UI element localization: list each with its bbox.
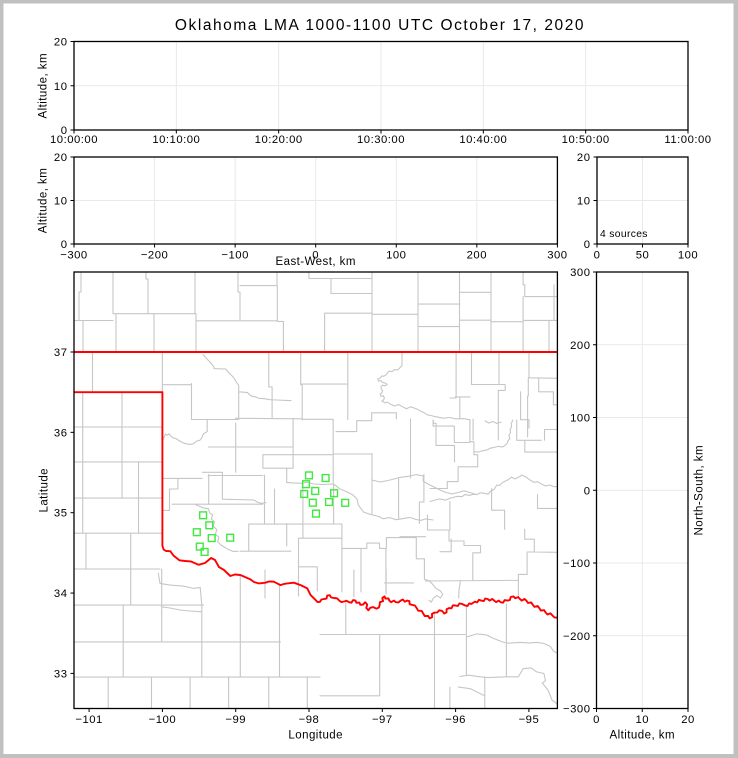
- svg-text:11:00:00: 11:00:00: [664, 134, 711, 146]
- svg-text:20: 20: [54, 37, 68, 49]
- svg-text:0: 0: [584, 485, 591, 497]
- svg-text:0: 0: [61, 239, 68, 251]
- svg-text:0: 0: [61, 125, 68, 137]
- svg-text:−200: −200: [563, 631, 590, 643]
- svg-text:10:40:00: 10:40:00: [459, 134, 507, 146]
- svg-text:−97: −97: [372, 714, 393, 726]
- svg-text:−101: −101: [75, 714, 102, 726]
- svg-text:10:10:00: 10:10:00: [152, 134, 200, 146]
- svg-text:4 sources: 4 sources: [600, 229, 648, 240]
- svg-text:34: 34: [54, 588, 68, 600]
- svg-text:200: 200: [467, 250, 487, 262]
- svg-text:35: 35: [54, 508, 68, 520]
- svg-text:−300: −300: [563, 704, 590, 716]
- svg-text:100: 100: [570, 413, 590, 425]
- svg-text:200: 200: [570, 340, 590, 352]
- svg-text:North-South, km: North-South, km: [693, 445, 705, 535]
- svg-text:−96: −96: [445, 714, 466, 726]
- svg-text:300: 300: [547, 250, 567, 262]
- svg-text:−100: −100: [149, 714, 176, 726]
- svg-text:Altitude, km: Altitude, km: [38, 53, 50, 118]
- svg-text:100: 100: [386, 250, 406, 262]
- svg-text:0: 0: [594, 250, 601, 262]
- svg-text:10:30:00: 10:30:00: [357, 134, 405, 146]
- svg-text:10:50:00: 10:50:00: [562, 134, 610, 146]
- svg-text:50: 50: [636, 250, 650, 262]
- svg-text:20: 20: [577, 152, 591, 164]
- svg-text:East-West, km: East-West, km: [275, 256, 355, 268]
- svg-text:10: 10: [577, 196, 591, 208]
- svg-text:Longitude: Longitude: [288, 729, 343, 741]
- svg-text:10:20:00: 10:20:00: [255, 134, 303, 146]
- svg-text:0: 0: [593, 714, 600, 726]
- svg-text:10: 10: [635, 714, 649, 726]
- svg-text:Altitude, km: Altitude, km: [38, 168, 50, 233]
- svg-text:36: 36: [54, 427, 68, 439]
- svg-text:−300: −300: [60, 250, 87, 262]
- svg-text:0: 0: [312, 250, 319, 262]
- svg-text:10: 10: [54, 196, 68, 208]
- svg-text:−98: −98: [299, 714, 320, 726]
- svg-text:10:00:00: 10:00:00: [50, 134, 98, 146]
- svg-text:−100: −100: [221, 250, 248, 262]
- svg-text:300: 300: [570, 267, 590, 279]
- svg-text:10: 10: [54, 81, 68, 93]
- svg-text:−100: −100: [563, 558, 590, 570]
- svg-text:−95: −95: [519, 714, 540, 726]
- svg-text:Altitude, km: Altitude, km: [610, 729, 675, 741]
- svg-text:Oklahoma LMA 1000-1100 UTC Oct: Oklahoma LMA 1000-1100 UTC October 17, 2…: [175, 17, 585, 34]
- svg-text:20: 20: [681, 714, 695, 726]
- svg-text:−200: −200: [141, 250, 168, 262]
- svg-text:100: 100: [678, 250, 698, 262]
- svg-text:20: 20: [54, 152, 68, 164]
- svg-text:0: 0: [584, 239, 591, 251]
- svg-text:Latitude: Latitude: [39, 468, 51, 513]
- svg-text:−99: −99: [225, 714, 246, 726]
- svg-text:37: 37: [54, 347, 68, 359]
- svg-text:33: 33: [54, 668, 68, 680]
